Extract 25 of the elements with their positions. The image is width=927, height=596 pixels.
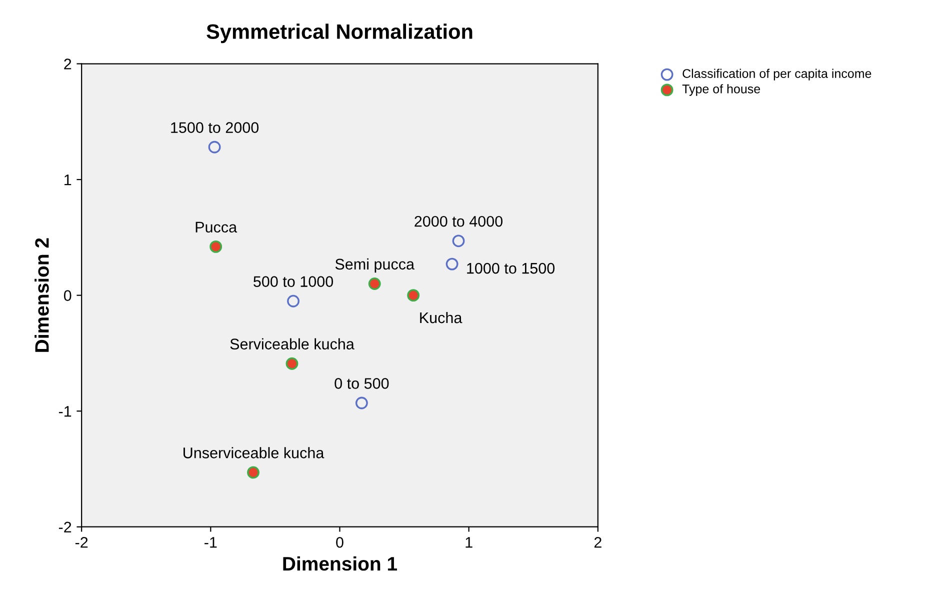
annotation: 500 to 1000 (254, 276, 334, 287)
y-tick-label: 1 (64, 174, 72, 186)
x-tick-label: 1 (466, 537, 472, 548)
annotation: 0 to 500 (334, 378, 389, 389)
annotation: 1000 to 1500 (467, 262, 555, 274)
y-axis-title: Dimension 2 (34, 238, 49, 352)
legend-label: Type of house (682, 84, 760, 96)
annotation: 1500 to 2000 (171, 122, 259, 133)
x-tick-label: 0 (336, 536, 344, 548)
chart-title: Symmetrical Normalization (206, 24, 472, 44)
annotation: Semi pucca (335, 258, 415, 273)
legend-label: Classification of per capita income (682, 68, 872, 80)
y-tick-label: 0 (64, 290, 72, 302)
y-tick-label: -1 (58, 406, 72, 417)
x-tick-label: 2 (594, 536, 602, 548)
x-tick-label: -1 (204, 537, 217, 548)
annotation: Unserviceable kucha (184, 447, 324, 458)
annotation: 2000 to 4000 (414, 216, 503, 227)
x-tick-label: -2 (75, 536, 88, 548)
annotation: Pucca (196, 222, 238, 233)
y-tick-label: 2 (64, 58, 72, 70)
y-tick-label: -2 (58, 522, 72, 532)
annotation: Serviceable kucha (230, 338, 354, 350)
annotation: Kucha (420, 312, 462, 324)
x-axis-title: Dimension 1 (283, 556, 398, 571)
